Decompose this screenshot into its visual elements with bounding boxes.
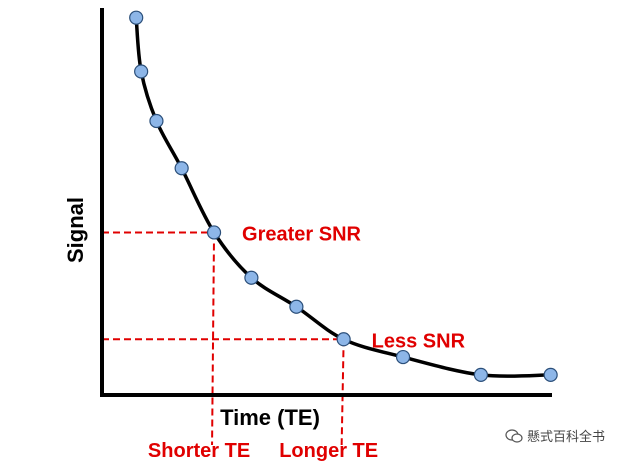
data-point	[289, 299, 304, 314]
fit-curve	[134, 17, 551, 378]
data-point	[174, 161, 189, 176]
y-axis-title: Signal	[63, 197, 88, 263]
annotation-label: Less SNR	[372, 330, 466, 352]
te-label: Shorter TE	[148, 440, 250, 462]
guide-vertical	[211, 232, 216, 446]
watermark-text: 懸式百科全书	[527, 430, 606, 445]
annotations: Greater SNR Shorter TE Less SNR Longer TE	[148, 223, 466, 462]
data-point	[473, 367, 488, 382]
guide-lines	[102, 231, 345, 446]
data-point	[134, 64, 149, 79]
annotation-label: Greater SNR	[242, 223, 361, 245]
data-point	[149, 113, 164, 129]
te-label: Longer TE	[279, 440, 378, 462]
data-point	[206, 225, 222, 240]
wechat-icon	[505, 428, 523, 443]
x-axis-title: Time (TE)	[220, 405, 320, 430]
data-point	[129, 10, 144, 25]
data-points	[129, 10, 558, 382]
data-point	[543, 367, 558, 382]
watermark: 懸式百科全书	[505, 426, 605, 445]
data-point	[244, 270, 259, 285]
data-point	[336, 332, 351, 347]
data-point	[395, 349, 411, 365]
guide-vertical	[340, 339, 345, 446]
